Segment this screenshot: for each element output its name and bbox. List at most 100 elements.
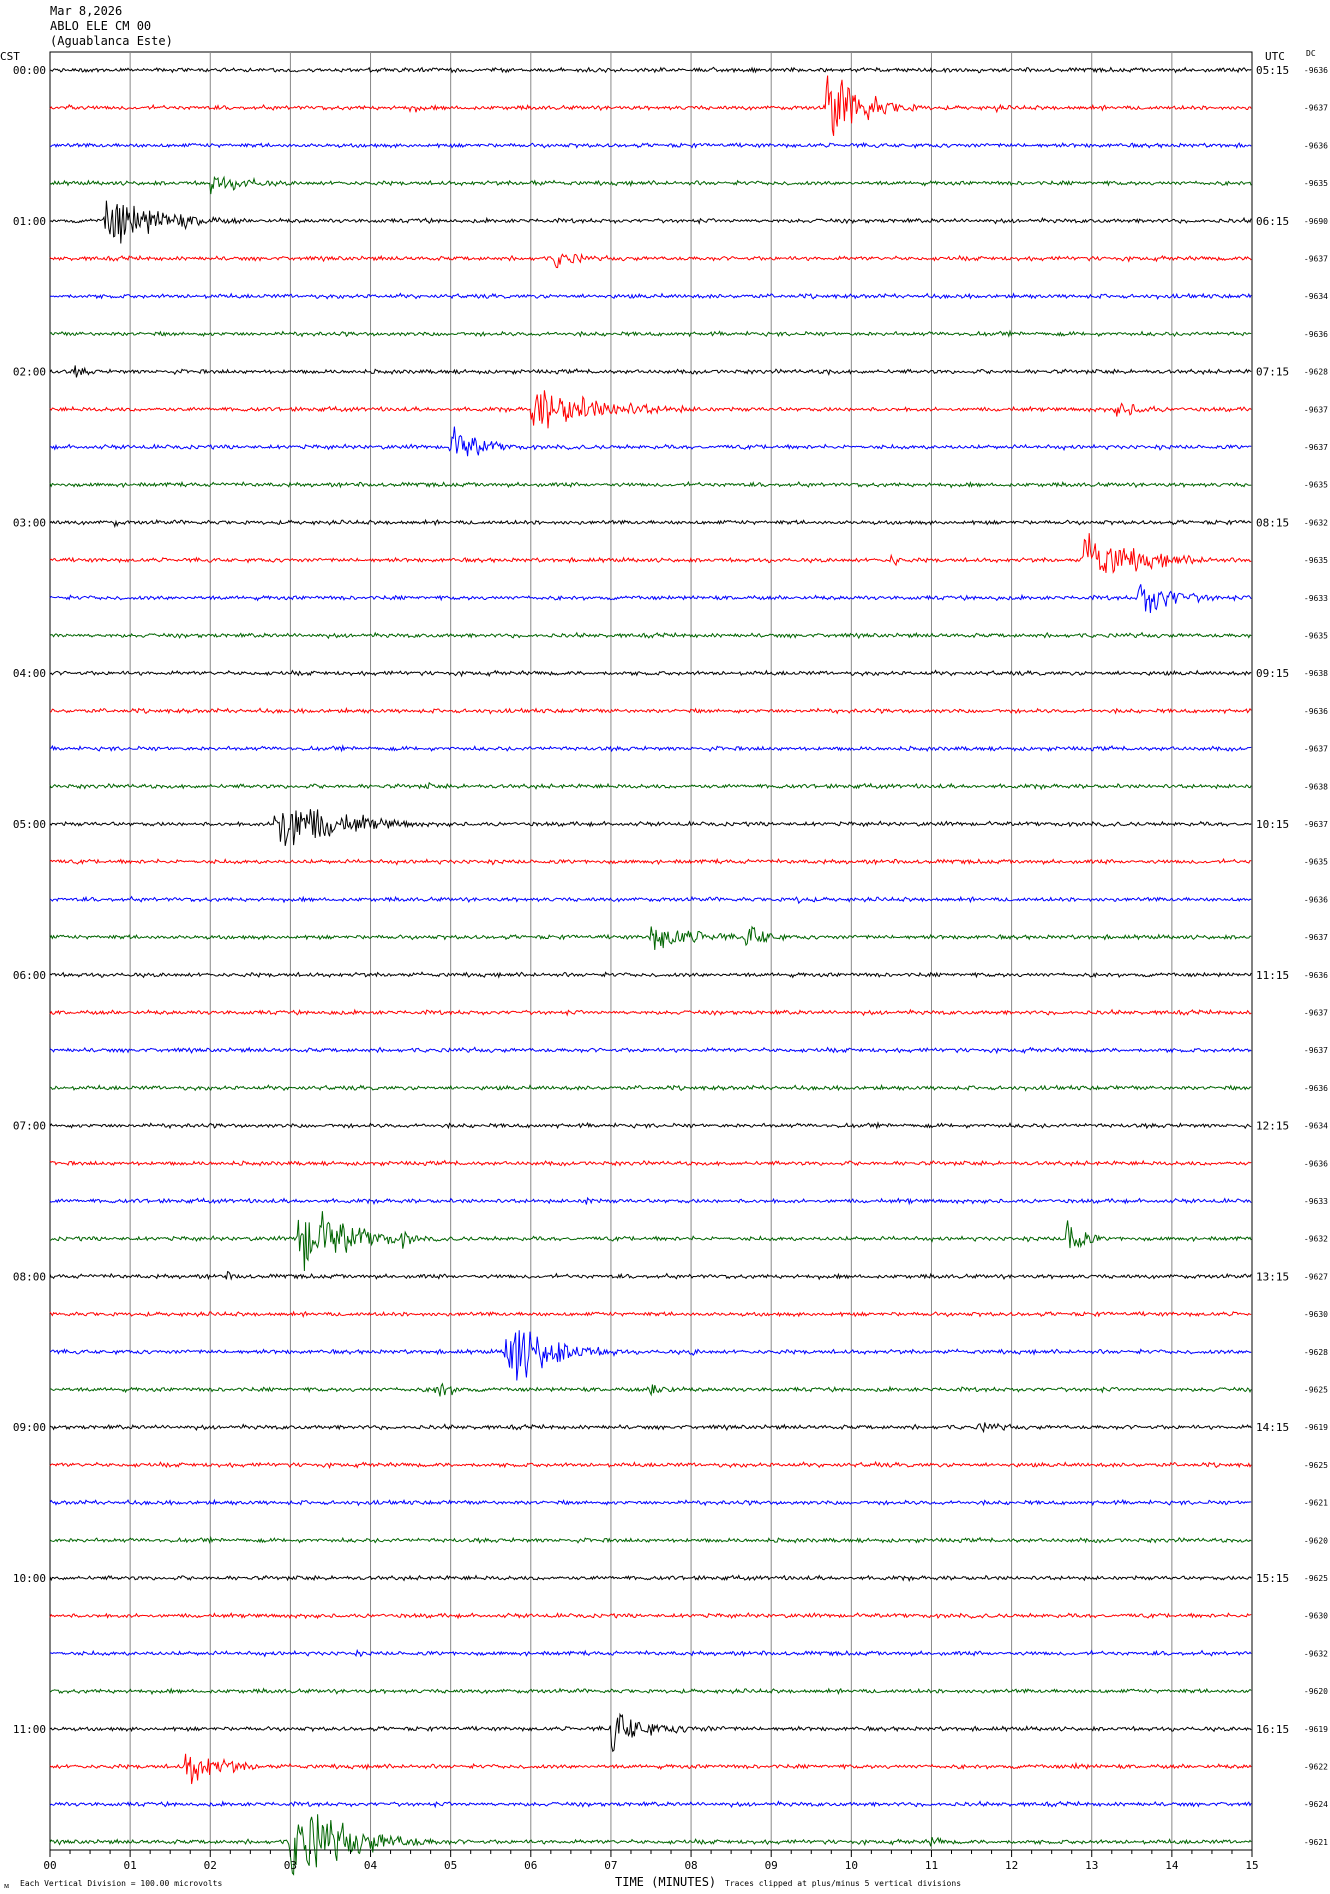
hour-label-utc: 08:15 (1256, 516, 1289, 529)
dc-offset-label: -9636 (1304, 971, 1328, 980)
trace-line (49, 252, 1252, 269)
trace-line (49, 1211, 1252, 1272)
dc-offset-label: -9630 (1304, 1310, 1328, 1319)
location-label: (Aguablanca Este) (50, 34, 173, 48)
hour-label-cst: 07:00 (13, 1120, 46, 1133)
trace-line (49, 1270, 1252, 1281)
dc-offset-label: -9621 (1304, 1499, 1328, 1508)
x-tick-label: 10 (845, 1859, 858, 1872)
x-axis: 00 01 02 03 04 05 06 07 08 09 10 11 12 13 14 15 (43, 1850, 1259, 1872)
trace-line (49, 1330, 1252, 1381)
hour-label-utc: 05:15 (1256, 64, 1289, 77)
trace-line (49, 1310, 1252, 1318)
dc-offset-label: -9637 (1304, 1009, 1328, 1018)
x-tick-label: 08 (684, 1859, 697, 1872)
x-tick-label: 09 (765, 1859, 778, 1872)
date-label: Mar 8,2026 (50, 4, 122, 18)
x-tick-label: 02 (204, 1859, 217, 1872)
dc-offset-label: -9620 (1304, 1687, 1328, 1696)
hour-label-utc: 11:15 (1256, 969, 1289, 982)
cst-axis-title: CST (0, 50, 20, 63)
dc-offset-label: -9635 (1304, 556, 1328, 565)
trace-line (49, 1814, 1252, 1876)
dc-offset-label: -9634 (1304, 1122, 1328, 1131)
dc-offset-label: -9637 (1304, 443, 1328, 452)
dc-offset-label: -9620 (1304, 1536, 1328, 1545)
logo-mark: ᴍ (4, 1881, 9, 1890)
trace-line (49, 1083, 1252, 1092)
trace-line (49, 390, 1252, 429)
hour-labels: 00:00 05:15 01:00 06:15 02:00 07:15 03:00 08:15… (13, 64, 1328, 1847)
trace-line (49, 857, 1252, 866)
trace-line (49, 1712, 1252, 1753)
trace-line (49, 1046, 1252, 1055)
x-tick-label: 13 (1085, 1859, 1098, 1872)
trace-line (49, 669, 1252, 678)
dc-offset-label: -9636 (1304, 1159, 1328, 1168)
dc-axis-title: DC (1306, 49, 1316, 58)
hour-label-utc: 07:15 (1256, 366, 1289, 379)
trace-line (49, 1753, 1252, 1785)
hour-label-cst: 01:00 (13, 215, 46, 228)
hour-label-utc: 12:15 (1256, 1120, 1289, 1133)
trace-line (49, 1800, 1252, 1809)
hour-label-cst: 06:00 (13, 969, 46, 982)
dc-offset-label: -9630 (1304, 1612, 1328, 1621)
dc-offset-label: -9636 (1304, 707, 1328, 716)
hour-label-utc: 16:15 (1256, 1723, 1289, 1736)
trace-line (49, 744, 1252, 753)
x-tick-label: 03 (284, 1859, 297, 1872)
trace-line (49, 1612, 1252, 1620)
plot-frame (49, 51, 1253, 1851)
trace-line (49, 809, 1252, 846)
trace-line (49, 971, 1252, 979)
dc-offset-label: -9633 (1304, 594, 1328, 603)
trace-line (49, 1382, 1252, 1397)
trace-line (49, 1687, 1252, 1696)
x-tick-label: 07 (604, 1859, 617, 1872)
hour-label-cst: 05:00 (13, 818, 46, 831)
x-tick-label: 04 (364, 1859, 378, 1872)
dc-offset-label: -9637 (1304, 255, 1328, 264)
trace-line (49, 1574, 1252, 1582)
hour-label-utc: 10:15 (1256, 818, 1289, 831)
dc-offset-label: -9636 (1304, 66, 1328, 75)
hour-label-utc: 15:15 (1256, 1572, 1289, 1585)
x-tick-label: 00 (43, 1859, 56, 1872)
x-tick-label: 01 (124, 1859, 137, 1872)
x-tick-label: 12 (1005, 1859, 1018, 1872)
trace-line (49, 66, 1252, 74)
trace-group (49, 66, 1252, 1876)
hour-label-cst: 00:00 (13, 64, 46, 77)
trace-line (49, 1159, 1252, 1167)
dc-offset-label: -9622 (1304, 1763, 1328, 1772)
trace-line (49, 1196, 1252, 1206)
trace-line (49, 1008, 1252, 1017)
trace-line (49, 75, 1252, 136)
trace-line (49, 1535, 1252, 1545)
hour-label-cst: 02:00 (13, 366, 46, 379)
trace-line (49, 426, 1252, 457)
dc-offset-label: -9690 (1304, 217, 1328, 226)
dc-offset-label: -9637 (1304, 405, 1328, 414)
hour-label-utc: 09:15 (1256, 667, 1289, 680)
station-label: ABLO ELE CM 00 (50, 19, 151, 33)
dc-offset-label: -9637 (1304, 933, 1328, 942)
trace-line (49, 1460, 1252, 1470)
dc-offset-label: -9625 (1304, 1461, 1328, 1470)
hour-label-cst: 04:00 (13, 667, 46, 680)
x-tick-label: 06 (524, 1859, 537, 1872)
trace-line (49, 480, 1252, 489)
hour-label-cst: 11:00 (13, 1723, 46, 1736)
dc-offset-label: -9628 (1304, 1348, 1328, 1357)
trace-line (49, 141, 1252, 150)
hour-label-cst: 08:00 (13, 1270, 46, 1283)
dc-offset-label: -9635 (1304, 179, 1328, 188)
dc-offset-label: -9637 (1304, 1046, 1328, 1055)
hour-label-utc: 06:15 (1256, 215, 1289, 228)
hour-label-utc: 13:15 (1256, 1270, 1289, 1283)
dc-offset-label: -9625 (1304, 1386, 1328, 1395)
trace-line (49, 1648, 1252, 1658)
x-tick-label: 05 (444, 1859, 457, 1872)
dc-offset-label: -9636 (1304, 895, 1328, 904)
